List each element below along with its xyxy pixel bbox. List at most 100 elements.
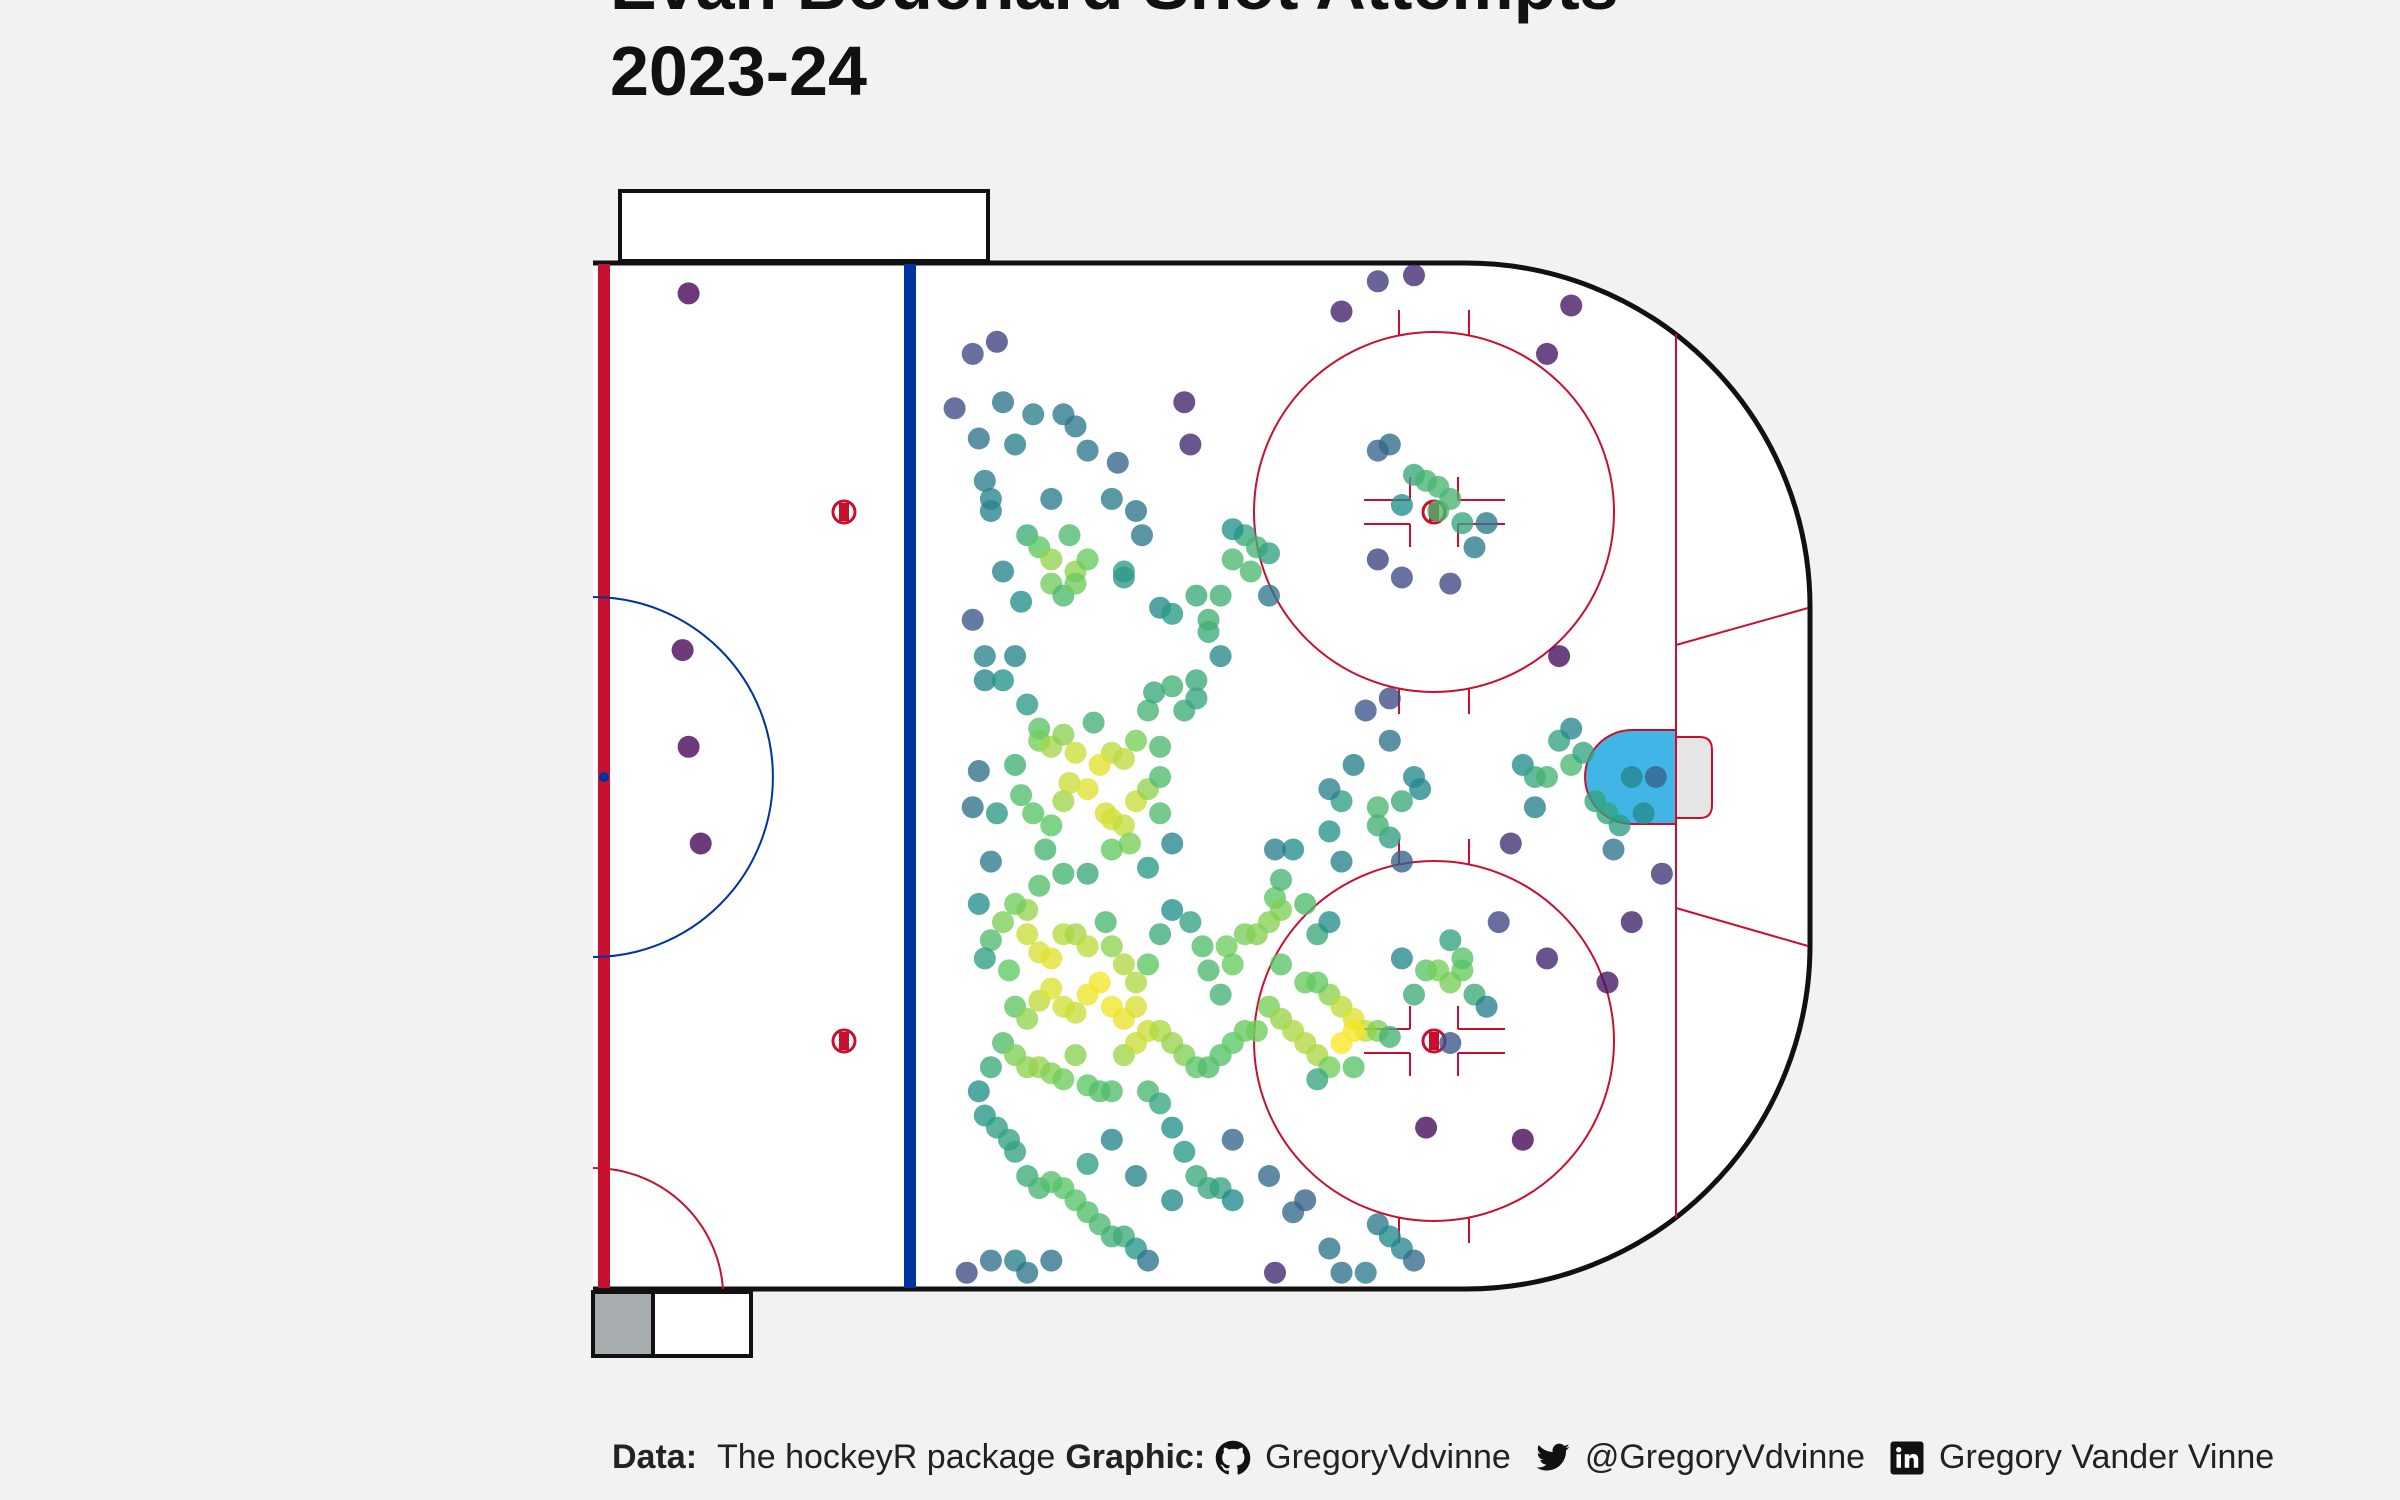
- shot-point: [1499, 832, 1522, 855]
- penalty-box-shaded: [591, 1290, 655, 1358]
- chart-title: Evan Bouchard Shot Attempts 2023-24: [610, 0, 1619, 114]
- caption: Data: The hockeyR package Graphic: Grego…: [612, 1438, 2274, 1477]
- shot-point: [1221, 518, 1244, 541]
- shot-point: [1294, 1189, 1317, 1212]
- shot-point: [1125, 729, 1147, 752]
- shot-point: [1197, 959, 1220, 982]
- shot-point: [1390, 790, 1413, 813]
- shot-point: [1378, 687, 1401, 710]
- shot-point: [1088, 971, 1111, 994]
- penalty-box: [651, 1290, 753, 1358]
- shot-point: [1197, 608, 1220, 631]
- shot-point: [1378, 433, 1401, 456]
- shot-point: [1258, 542, 1280, 565]
- shot-point: [1451, 947, 1474, 970]
- shot-point: [1258, 1165, 1280, 1187]
- shot-point: [1239, 560, 1262, 583]
- shot-point: [1161, 832, 1184, 855]
- shot-point: [1608, 814, 1631, 837]
- shot-points: [671, 264, 1673, 1284]
- shot-point: [1475, 512, 1498, 535]
- shot-point: [973, 645, 996, 668]
- shot-point: [979, 1056, 1002, 1079]
- shot-point: [1094, 911, 1117, 934]
- shot-point: [1004, 645, 1027, 668]
- shot-point: [1143, 681, 1166, 704]
- shot-point: [1034, 838, 1057, 861]
- shot-point: [1149, 923, 1172, 946]
- shot-point: [1185, 584, 1208, 607]
- shot-point: [1137, 856, 1159, 879]
- shot-point: [1366, 270, 1389, 293]
- shot-point: [1100, 838, 1123, 861]
- caption-github: GregoryVdvinne: [1265, 1438, 1511, 1476]
- shot-point: [1306, 971, 1329, 994]
- shot-point: [1245, 1019, 1268, 1042]
- shot-point: [1511, 1128, 1534, 1151]
- shot-point: [979, 929, 1002, 952]
- shot-point: [1131, 524, 1153, 547]
- shot-point: [979, 850, 1002, 873]
- shot-point: [961, 796, 984, 819]
- shot-point: [1100, 935, 1123, 958]
- shot-point: [961, 608, 984, 631]
- shot-point: [1596, 971, 1619, 994]
- shot-point: [671, 639, 694, 662]
- shot-point: [1451, 512, 1474, 535]
- shot-point: [1572, 741, 1595, 764]
- shot-point: [1161, 1116, 1184, 1139]
- shot-point: [1076, 548, 1099, 571]
- shot-point: [1650, 862, 1673, 885]
- shot-point: [1366, 814, 1389, 837]
- shot-point: [1560, 294, 1583, 317]
- shot-point: [1064, 741, 1087, 764]
- shot-point: [1318, 911, 1341, 934]
- center-circle: [592, 596, 774, 958]
- center-faceoff-dot: [599, 772, 609, 782]
- shot-point: [1221, 548, 1244, 571]
- shot-point: [998, 959, 1020, 982]
- shot-point: [961, 342, 984, 365]
- shot-point: [992, 911, 1014, 934]
- shot-point: [1064, 572, 1087, 595]
- shot-point: [1215, 935, 1238, 958]
- caption-graphic-label: Graphic:: [1065, 1438, 1206, 1476]
- shot-point: [1221, 1189, 1244, 1212]
- shot-point: [1390, 947, 1413, 970]
- shot-point: [1270, 953, 1292, 976]
- shot-point: [1264, 838, 1286, 861]
- shot-point: [1258, 584, 1280, 607]
- shot-point: [1100, 1080, 1123, 1103]
- shot-point: [1439, 1032, 1462, 1054]
- shot-point: [1185, 687, 1208, 710]
- shot-point: [1409, 778, 1432, 801]
- shot-point: [1354, 1261, 1377, 1284]
- shot-point: [1354, 699, 1377, 722]
- shot-point: [979, 500, 1002, 522]
- shot-point: [1390, 850, 1413, 873]
- shot-point: [1161, 1189, 1184, 1212]
- shot-point: [1221, 953, 1244, 976]
- shot-point: [985, 802, 1008, 825]
- shot-point: [967, 427, 990, 450]
- shot-point: [1318, 820, 1341, 843]
- shot-point: [1173, 391, 1196, 414]
- shot-point: [1052, 723, 1075, 746]
- referee-crease: [592, 1166, 724, 1290]
- shot-point: [1403, 983, 1425, 1006]
- shot-point: [1004, 433, 1027, 456]
- shot-point: [992, 560, 1014, 583]
- shot-point: [1125, 1165, 1147, 1187]
- shot-point: [677, 282, 700, 305]
- shot-point: [1022, 403, 1045, 426]
- shot-point: [1058, 524, 1081, 547]
- shot-point: [1644, 766, 1667, 788]
- github-icon: [1215, 1440, 1251, 1476]
- shot-point: [1052, 1068, 1075, 1091]
- shot-point: [1415, 1116, 1438, 1139]
- ice-surface: [593, 260, 1813, 1292]
- shot-point: [1620, 766, 1643, 788]
- shot-point: [1179, 433, 1202, 456]
- shot-point: [1052, 862, 1075, 885]
